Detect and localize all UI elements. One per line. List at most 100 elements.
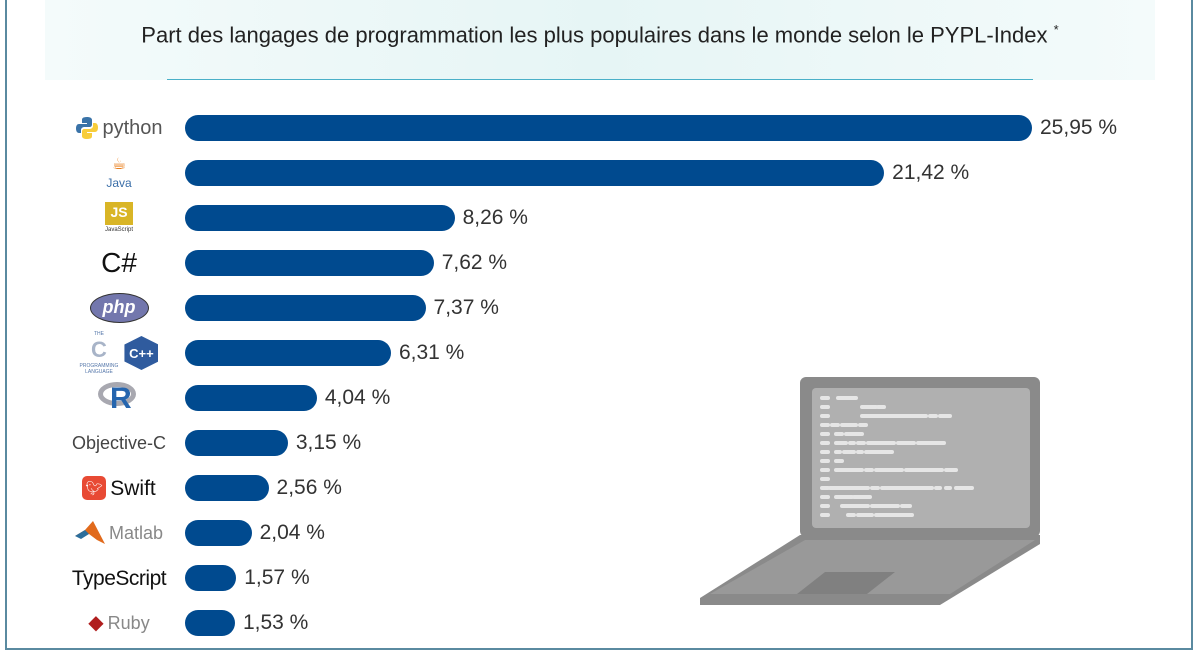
code-line-segment [820,396,830,400]
bar-python [185,115,1032,141]
python-icon [76,117,99,139]
value-label: 2,04 % [259,521,325,544]
r-logo-icon: R [96,380,142,416]
code-line-segment [846,513,856,517]
code-line-segment [820,477,830,481]
subtitle-text: Part des langages de programmation les p… [141,22,1048,48]
python-logo-text: python [102,116,163,139]
code-line-segment [870,486,880,490]
typescript-logo-text: TypeScript [71,566,167,590]
laptop-illustration [700,377,1040,605]
logo-php: php [60,288,178,328]
code-line-segment [842,450,856,454]
code-line-segment [954,486,974,490]
value-label: 1,57 % [244,566,310,589]
value-label: 21,42 % [892,161,970,184]
logo-c-cpp: THE C PROGRAMMING LANGUAGE C++ [60,331,178,375]
logo-java: ☕ Java [60,151,178,195]
code-line-segment [834,432,844,436]
code-line-segment [934,486,942,490]
code-line-segment [876,405,886,409]
java-cup-icon: ☕ [111,156,127,173]
code-line-segment [834,450,842,454]
chart-subtitle: Part des langages de programmation les p… [0,22,1200,48]
code-line-segment [856,513,874,517]
swift-logo-text: Swift [110,476,156,500]
code-line-segment [896,441,916,445]
c-logo-letter: C [91,337,107,362]
logo-javascript: JS JavaScript [60,198,178,238]
code-line-segment [860,405,878,409]
code-line-segment [874,468,904,472]
code-line-segment [860,414,894,418]
code-line-segment [858,423,868,427]
logo-python: python [60,108,178,148]
code-line-segment [834,441,848,445]
ruby-gem-icon: ◆ [88,612,104,634]
code-line-segment [844,432,864,436]
r-logo-text: R [110,382,132,415]
code-line-segment [820,459,830,463]
logo-matlab: Matlab [60,513,178,553]
bar-c-c- [185,340,391,366]
c-logo: THE C PROGRAMMING LANGUAGE [80,331,119,375]
code-line-segment [874,513,914,517]
bar-swift [185,475,269,501]
code-line-segment [848,441,856,445]
code-line-segment [864,450,894,454]
code-line-segment [820,486,830,490]
bar-typescript [185,565,237,591]
bar-ruby [185,610,235,636]
bar-r [185,385,317,411]
code-line-segment [820,495,830,499]
logo-r: R [60,378,178,418]
code-line-segment [820,513,830,517]
swift-bird-icon: 🐦︎ [82,476,107,500]
javascript-shield-icon: JS [105,202,133,225]
code-line-segment [820,468,830,472]
matlab-logo-text: Matlab [108,523,164,543]
code-line-segment [820,432,830,436]
logo-typescript: TypeScript [60,558,178,598]
javascript-logo-text: JavaScript [104,227,133,233]
code-line-segment [938,414,952,418]
value-label: 7,62 % [441,251,508,274]
value-label: 4,04 % [324,386,391,409]
code-line-segment [820,450,830,454]
objc-logo-text: Objective-C [71,433,167,453]
c-logo-the: THE [93,331,104,337]
code-line-segment [944,486,952,490]
java-logo-text: Java [106,176,132,190]
logo-swift: 🐦︎ Swift [60,468,178,508]
bar-php [185,295,426,321]
csharp-logo-text: C# [101,247,137,278]
c-logo-language: LANGUAGE [85,369,113,375]
value-label: 7,37 % [433,296,499,319]
code-line-segment [840,423,858,427]
code-line-segment [888,414,928,418]
code-line-segment [836,396,858,400]
bar-objective-c [185,430,288,456]
code-line-segment [820,441,830,445]
code-line-segment [834,495,854,499]
code-line-segment [870,504,900,508]
matlab-membrane-icon [74,521,105,544]
code-line-segment [944,468,958,472]
code-line-segment [900,504,912,508]
value-label: 6,31 % [398,341,465,364]
code-line-segment [828,486,870,490]
code-line-segment [928,414,938,418]
footnote-marker: * [1053,22,1059,37]
code-line-segment [834,468,864,472]
logo-ruby: ◆ Ruby [60,603,178,643]
cpp-hexagon-icon: C++ [124,336,159,370]
code-line-segment [820,504,830,508]
code-line-segment [840,504,870,508]
code-line-segment [820,423,830,427]
bar-javascript [185,205,455,231]
code-line-segment [856,441,866,445]
code-line-segment [852,495,872,499]
code-line-segment [904,468,944,472]
logo-objective-c: Objective-C [60,423,178,463]
value-label: 8,26 % [462,206,528,229]
